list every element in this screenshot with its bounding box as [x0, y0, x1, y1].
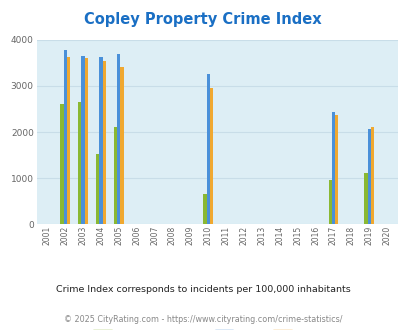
Bar: [66, 57, 70, 224]
Bar: [96, 154, 99, 224]
Bar: [209, 88, 213, 224]
Bar: [60, 104, 64, 224]
Bar: [203, 194, 206, 224]
Bar: [328, 180, 331, 224]
Bar: [206, 74, 209, 224]
Bar: [78, 102, 81, 224]
Bar: [370, 127, 373, 224]
Bar: [85, 58, 87, 224]
Bar: [64, 50, 66, 224]
Legend: Copley Township, Ohio, National: Copley Township, Ohio, National: [89, 326, 344, 330]
Text: © 2025 CityRating.com - https://www.cityrating.com/crime-statistics/: © 2025 CityRating.com - https://www.city…: [64, 315, 341, 324]
Bar: [99, 57, 102, 224]
Bar: [331, 112, 334, 224]
Text: Copley Property Crime Index: Copley Property Crime Index: [84, 12, 321, 26]
Bar: [102, 61, 106, 224]
Bar: [120, 67, 124, 224]
Bar: [334, 115, 337, 224]
Bar: [81, 56, 85, 224]
Bar: [114, 127, 117, 224]
Text: Crime Index corresponds to incidents per 100,000 inhabitants: Crime Index corresponds to incidents per…: [55, 285, 350, 294]
Bar: [367, 129, 370, 224]
Bar: [364, 173, 367, 224]
Bar: [117, 54, 120, 224]
